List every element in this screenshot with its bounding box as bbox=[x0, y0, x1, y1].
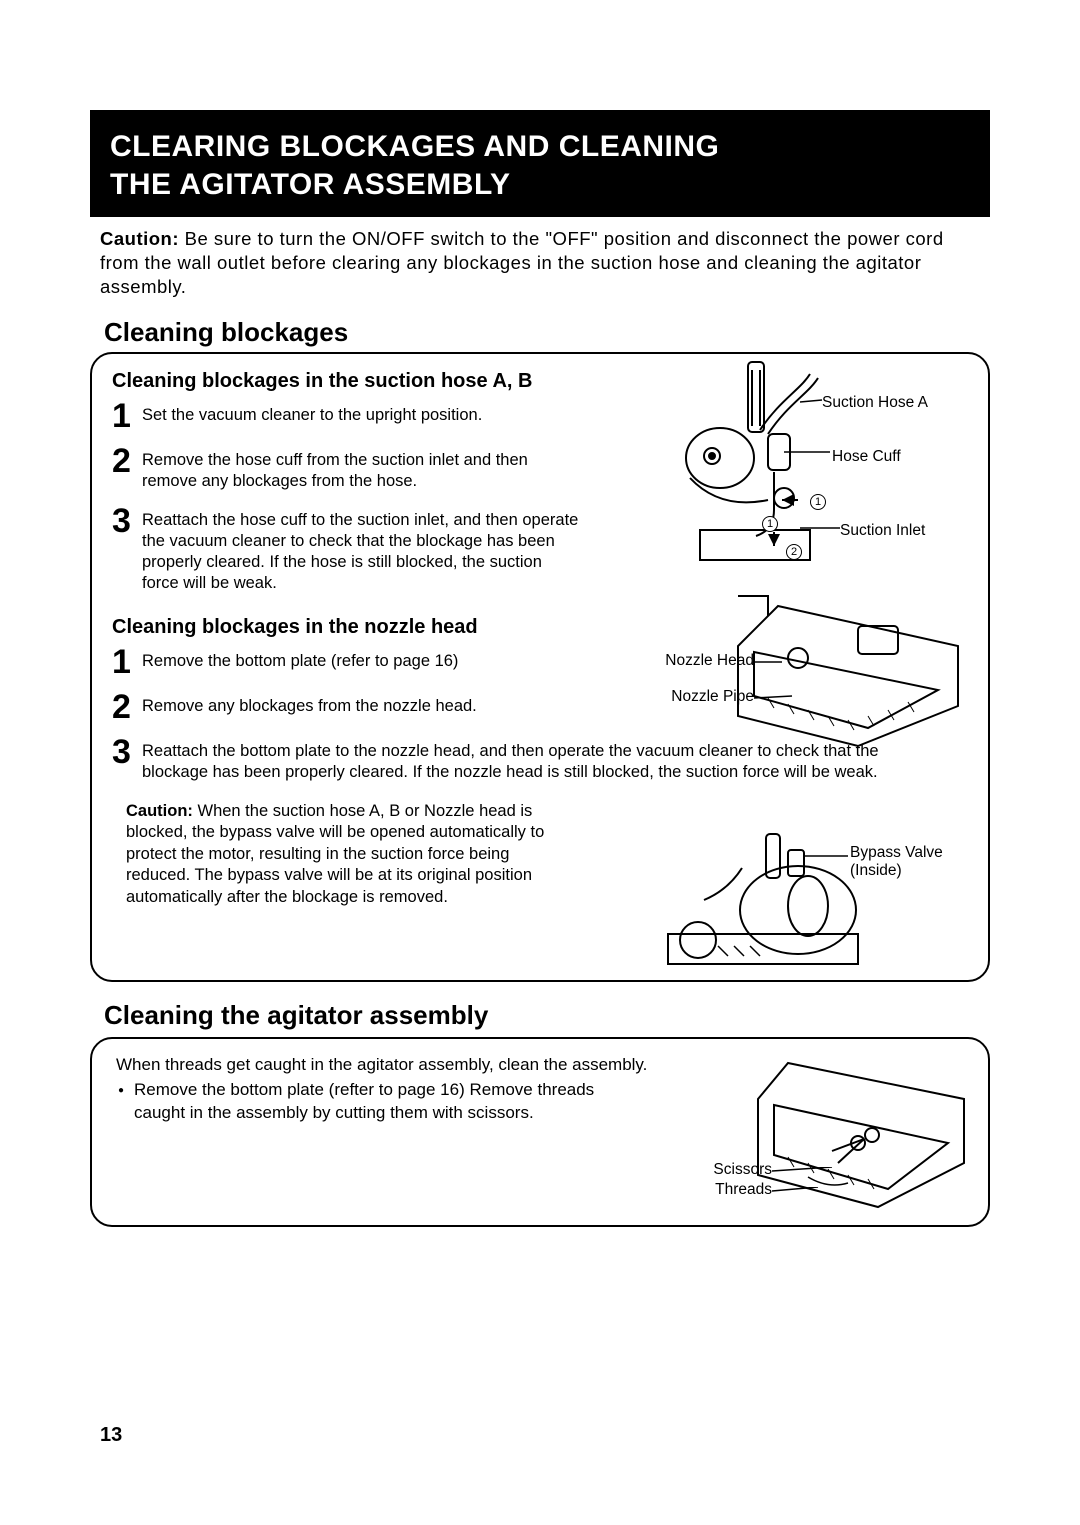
step-number: 3 bbox=[112, 737, 136, 768]
step-text: Set the vacuum cleaner to the upright po… bbox=[142, 401, 482, 426]
step-number: 1 bbox=[112, 401, 136, 432]
leader-line bbox=[800, 390, 830, 410]
label-bypass-valve: Bypass Valve bbox=[850, 844, 943, 862]
caution-label: Caution: bbox=[100, 228, 179, 249]
section-heading-blockages: Cleaning blockages bbox=[90, 317, 990, 348]
caution-text: Be sure to turn the ON/OFF switch to the… bbox=[100, 228, 944, 297]
top-caution: Caution: Be sure to turn the ON/OFF swit… bbox=[90, 227, 990, 299]
page-title-bar: CLEARING BLOCKAGES AND CLEANING THE AGIT… bbox=[90, 110, 990, 217]
diagram-bypass: Bypass Valve (Inside) bbox=[658, 830, 978, 980]
label-inside: (Inside) bbox=[850, 862, 902, 880]
caution2-label: Caution: bbox=[126, 802, 193, 820]
step-number: 1 bbox=[112, 647, 136, 678]
diagram-nozzle: Nozzle Head Nozzle Pipe bbox=[658, 586, 978, 756]
step-text: Reattach the hose cuff to the suction in… bbox=[142, 506, 582, 594]
diagram-agitator: Scissors Threads bbox=[708, 1043, 978, 1223]
bypass-caution: Caution: When the suction hose A, B or N… bbox=[112, 801, 572, 908]
step-number: 2 bbox=[112, 446, 136, 477]
step-text: Remove any blockages from the nozzle hea… bbox=[142, 692, 477, 717]
title-line-1: CLEARING BLOCKAGES AND CLEANING bbox=[110, 128, 970, 166]
label-nozzle-pipe: Nozzle Pipe bbox=[658, 688, 754, 706]
diagram-hose: Suction Hose A Hose Cuff Suction Inlet 1… bbox=[660, 360, 970, 590]
agitator-bullet: Remove the bottom plate (refter to page … bbox=[134, 1079, 634, 1125]
step-text: Remove the bottom plate (refer to page 1… bbox=[142, 647, 458, 672]
leader-line bbox=[804, 852, 852, 860]
step-number: 2 bbox=[112, 692, 136, 723]
label-threads: Threads bbox=[682, 1181, 772, 1199]
section-heading-agitator: Cleaning the agitator assembly bbox=[90, 1000, 990, 1031]
label-suction-inlet: Suction Inlet bbox=[840, 522, 925, 540]
leader-line bbox=[772, 1187, 822, 1195]
step-text: Remove the hose cuff from the suction in… bbox=[142, 446, 572, 492]
page-number: 13 bbox=[100, 1424, 122, 1447]
nozzle-illustration bbox=[658, 586, 978, 756]
step-number: 3 bbox=[112, 506, 136, 537]
leader-line bbox=[754, 694, 794, 702]
panel-cleaning-blockages: Cleaning blockages in the suction hose A… bbox=[90, 352, 990, 982]
leader-line bbox=[784, 440, 844, 460]
leader-line bbox=[754, 658, 784, 666]
label-nozzle-head: Nozzle Head bbox=[658, 652, 754, 670]
label-scissors: Scissors bbox=[682, 1161, 772, 1179]
title-line-2: THE AGITATOR ASSEMBLY bbox=[110, 166, 970, 204]
leader-line bbox=[800, 516, 844, 536]
panel-agitator: When threads get caught in the agitator … bbox=[90, 1037, 990, 1227]
label-suction-hose-a: Suction Hose A bbox=[822, 394, 928, 412]
leader-line bbox=[772, 1167, 836, 1175]
